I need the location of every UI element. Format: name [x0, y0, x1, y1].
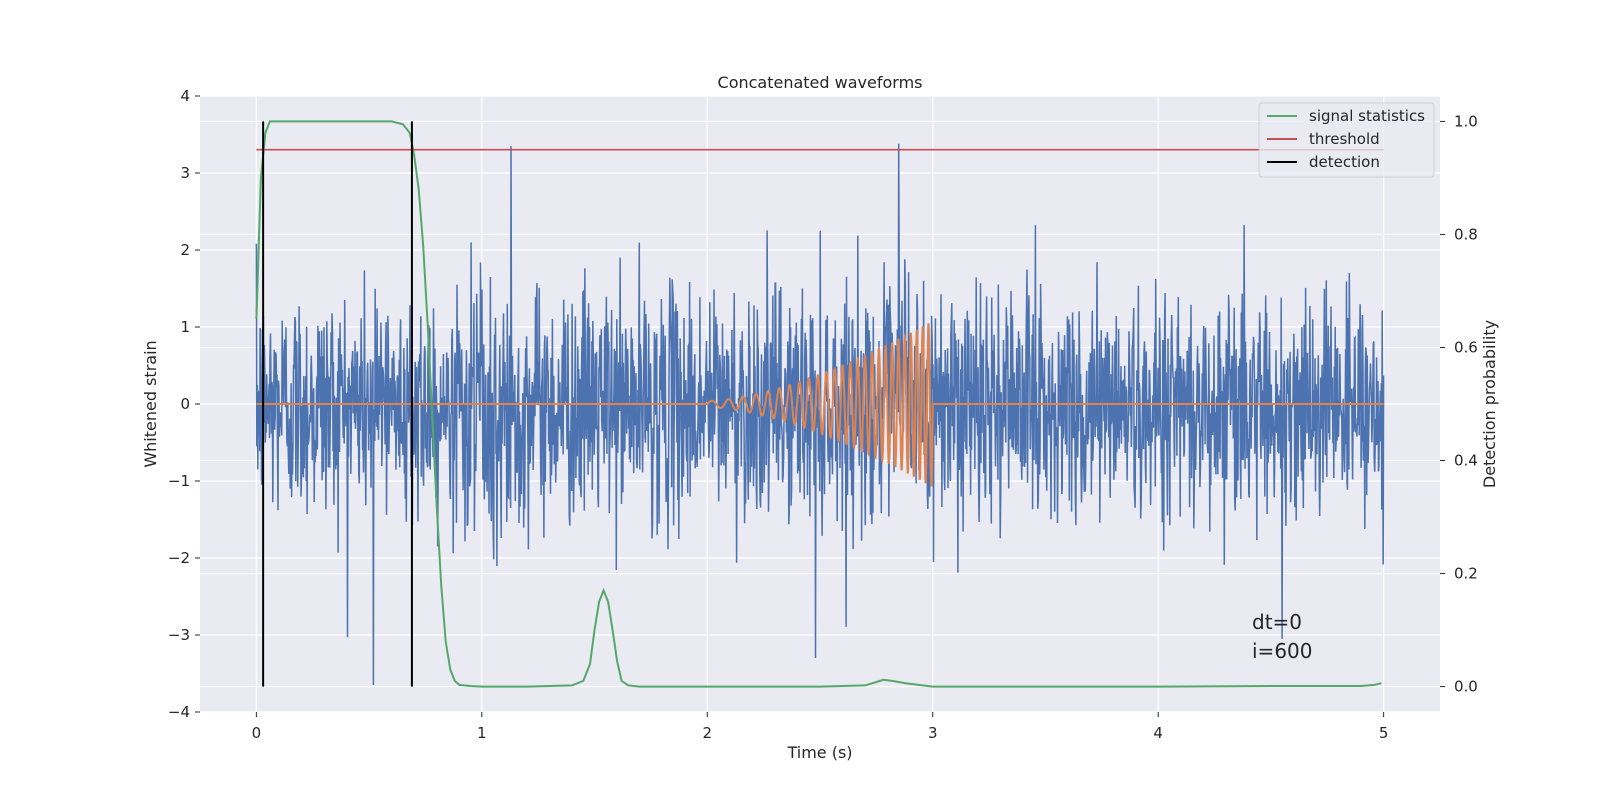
injection-series [256, 323, 1384, 487]
y-tick-label: 3 [180, 164, 190, 182]
y2-tick-label: 0.6 [1454, 338, 1478, 356]
legend-box [1258, 102, 1435, 178]
legend-label-detection: detection [1309, 153, 1380, 171]
chart-title: Concatenated waveforms [718, 73, 923, 92]
y2-tick-label: 0.8 [1454, 225, 1478, 243]
annotation-i: i=600 [1252, 639, 1313, 663]
x-tick-label: 4 [1153, 724, 1163, 742]
x-tick-label: 3 [928, 724, 938, 742]
y-tick-label: 4 [180, 87, 190, 105]
noise-line [255, 143, 1385, 686]
x-tick-label: 5 [1379, 724, 1389, 742]
y-axis-title: Whitened strain [141, 340, 160, 467]
y2-tick-label: 0.0 [1454, 678, 1478, 696]
signal-statistics-line [255, 120, 1382, 688]
y2-tick-label: 1.0 [1454, 112, 1478, 130]
x-axis-title: Time (s) [786, 743, 852, 762]
signal-statistics-series [255, 120, 1382, 688]
y2-axis-title: Detection probability [1480, 320, 1499, 488]
legend-label-threshold: threshold [1309, 130, 1380, 148]
injection-line [256, 323, 1384, 487]
y-tick-label: −1 [168, 472, 190, 490]
y-tick-label: 0 [180, 395, 190, 413]
noise-series [255, 143, 1385, 686]
axes: 0 1 2 3 4 5 −4 −3 −2 −1 0 1 2 3 4 0.0 0.2 0.4 0.6 0.8 1.0 [168, 87, 1478, 742]
x-tick-label: 2 [702, 724, 712, 742]
detection-series [262, 121, 413, 687]
legend: signal statistics threshold detection [1258, 102, 1435, 178]
x-tick-label: 1 [477, 724, 487, 742]
annotation-dt: dt=0 [1252, 610, 1302, 634]
y-tick-label: −3 [168, 626, 190, 644]
x-tick-label: 0 [252, 724, 262, 742]
legend-label-signal-statistics: signal statistics [1309, 107, 1425, 125]
y-tick-label: −2 [168, 549, 190, 567]
y2-tick-label: 0.4 [1454, 452, 1478, 470]
y2-tick-label: 0.2 [1454, 565, 1478, 583]
y-tick-label: 1 [180, 318, 190, 336]
annotation: dt=0 i=600 [1252, 610, 1313, 663]
y-tick-label: −4 [168, 703, 190, 721]
y-tick-label: 2 [180, 241, 190, 259]
